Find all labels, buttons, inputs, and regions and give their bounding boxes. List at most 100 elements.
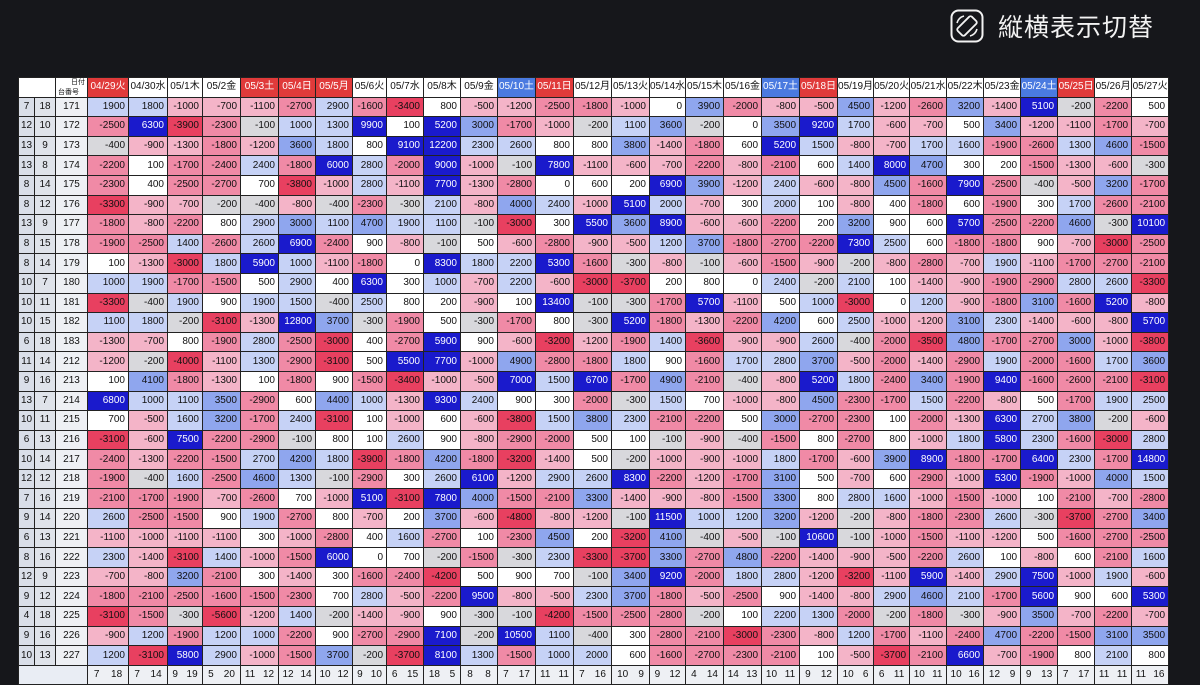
- value-cell: -1900: [87, 233, 129, 255]
- value-cell: -1800: [352, 253, 387, 274]
- value-cell: 0: [873, 292, 911, 314]
- value-cell: 200: [648, 272, 687, 294]
- value-cell: -700: [1131, 606, 1170, 627]
- value-cell: -1800: [983, 292, 1022, 314]
- value-cell: -2600: [202, 233, 241, 255]
- value-cell: 300: [240, 527, 279, 549]
- value-cell: -1600: [1057, 351, 1096, 372]
- value-cell: -900: [837, 547, 875, 568]
- value-cell: -1500: [460, 547, 498, 568]
- value-cell: -1200: [497, 468, 536, 490]
- value-cell: 1700: [837, 116, 875, 137]
- value-cell: 1700: [1057, 194, 1096, 216]
- value-cell: -1700: [1094, 116, 1133, 137]
- value-cell: -700: [1131, 116, 1170, 137]
- value-cell: -500: [837, 351, 875, 372]
- date-header-5: 05/4日: [278, 77, 316, 98]
- footer-blank: [18, 664, 88, 685]
- value-cell: -1200: [873, 96, 911, 118]
- value-cell: -2700: [278, 508, 316, 529]
- value-cell: 2600: [1094, 272, 1133, 294]
- value-cell: 100: [460, 527, 498, 549]
- value-cell: 2400: [535, 194, 574, 216]
- table-row: 10 7 180 1000 1900 -1700 -1500 500 2900 400 6300 30…: [18, 272, 1170, 294]
- value-cell: 5700: [1131, 312, 1170, 333]
- value-cell: 300: [386, 272, 424, 294]
- col-a-cell: 8: [18, 547, 35, 568]
- value-cell: -2200: [202, 429, 241, 451]
- col-b-cell: 18: [34, 606, 56, 627]
- date-header-7: 05/6火: [352, 77, 387, 98]
- value-cell: 1900: [983, 253, 1022, 274]
- value-cell: -1400: [648, 135, 687, 157]
- value-cell: -2100: [128, 586, 168, 608]
- footer-cell: 10 12: [315, 664, 353, 685]
- value-cell: -1100: [167, 527, 203, 549]
- value-cell: -100: [573, 566, 612, 588]
- value-cell: -2400: [873, 370, 911, 392]
- value-cell: 3200: [167, 566, 203, 588]
- value-cell: -1300: [128, 449, 168, 470]
- value-cell: -2800: [535, 233, 574, 255]
- table-row: 8 14 179 100 -1300 -3000 1800 5900 1000 -1100 -180…: [18, 253, 1170, 274]
- value-cell: 100: [497, 292, 536, 314]
- value-cell: -2700: [1094, 508, 1133, 529]
- value-cell: -2200: [761, 547, 801, 568]
- value-cell: -100: [497, 155, 536, 176]
- value-cell: -200: [573, 116, 612, 137]
- value-cell: -300: [386, 194, 424, 216]
- value-cell: 0: [723, 272, 763, 294]
- value-cell: 3500: [1131, 625, 1170, 647]
- value-cell: 300: [946, 155, 985, 176]
- value-cell: -2300: [723, 645, 763, 666]
- value-cell: -3900: [167, 116, 203, 137]
- machine-number-cell: 219: [55, 488, 88, 510]
- value-cell: -1100: [87, 527, 129, 549]
- value-cell: 1800: [128, 96, 168, 118]
- value-cell: -2900: [497, 429, 536, 451]
- value-cell: -2800: [909, 253, 948, 274]
- orientation-toggle-button[interactable]: 縦横表示切替: [950, 6, 1190, 46]
- value-cell: 1000: [799, 292, 839, 314]
- value-cell: 400: [352, 527, 387, 549]
- value-cell: 12800: [278, 312, 316, 333]
- footer-count-b: 13: [746, 669, 758, 681]
- value-cell: -800: [761, 96, 801, 118]
- value-cell: -2300: [837, 410, 875, 431]
- col-a-cell: 10: [18, 292, 35, 314]
- col-b-cell: 9: [34, 566, 56, 588]
- value-cell: -400: [1020, 174, 1059, 196]
- value-cell: 4400: [315, 390, 353, 412]
- value-cell: -1800: [87, 586, 129, 608]
- value-cell: 5900: [423, 331, 461, 353]
- machine-number-cell: 225: [55, 606, 88, 627]
- value-cell: 900: [423, 606, 461, 627]
- col-a-cell: 8: [18, 174, 35, 196]
- date-header-22: 05/21水: [909, 77, 948, 98]
- col-b-cell: 12: [34, 468, 56, 490]
- value-cell: 300: [240, 566, 279, 588]
- value-cell: 7500: [1020, 566, 1059, 588]
- col-b-cell: 18: [34, 96, 56, 118]
- value-cell: -2500: [535, 96, 574, 118]
- value-cell: -700: [946, 253, 985, 274]
- value-cell: -1500: [240, 586, 279, 608]
- value-cell: -1400: [278, 566, 316, 588]
- value-cell: -1900: [946, 370, 985, 392]
- value-cell: 3500: [761, 116, 801, 137]
- value-cell: 4200: [423, 449, 461, 470]
- value-cell: 5100: [611, 194, 650, 216]
- value-cell: 200: [423, 292, 461, 314]
- value-cell: 900: [1057, 586, 1096, 608]
- value-cell: -2700: [799, 410, 839, 431]
- value-cell: -2300: [87, 174, 129, 196]
- value-cell: 800: [573, 135, 612, 157]
- value-cell: -800: [837, 194, 875, 216]
- value-cell: -2400: [87, 449, 129, 470]
- value-cell: -3700: [386, 645, 424, 666]
- value-cell: -800: [723, 155, 763, 176]
- value-cell: -100: [611, 508, 650, 529]
- value-cell: -3000: [723, 625, 763, 647]
- value-cell: -500: [386, 586, 424, 608]
- footer-count-b: 13: [1041, 669, 1053, 681]
